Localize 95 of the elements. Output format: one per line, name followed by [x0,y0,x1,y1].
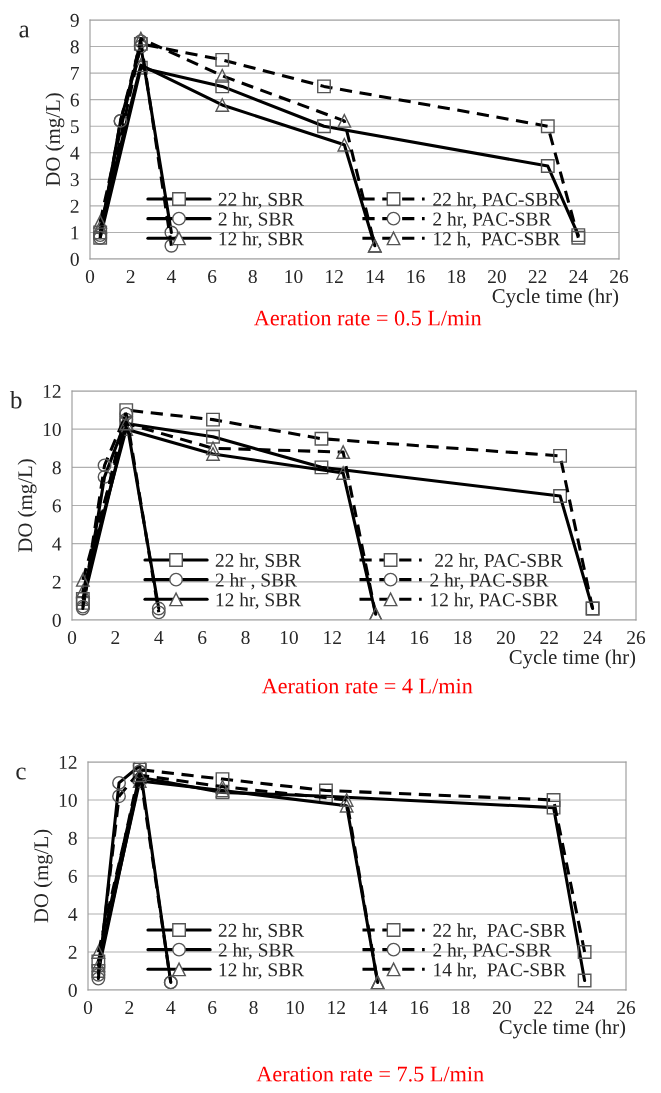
x-tick-label: 26 [617,1001,636,1015]
legend-label: 14 hr, PAC-SBR [434,962,567,980]
y-tick-label: 2 [52,575,61,589]
legend-label: 2 hr, PAC-SBR [433,211,552,229]
x-tick-label: 6 [208,1001,217,1015]
y-tick-label: 2 [70,199,79,213]
x-tick-label: 6 [198,631,207,645]
text: Aeration rate = 7.5 L/min [256,1066,484,1082]
x-tick-label: 14 [367,631,386,644]
x-tick-label: 24 [569,270,588,283]
x-tick-label: 10 [286,1000,304,1015]
x-tick-label: 18 [452,1000,470,1015]
x-tick-label: 10 [280,630,298,645]
y-tick-label: 7 [71,67,80,80]
legend-label: 22 hr, SBR [218,192,305,209]
x-axis-title: Cycle time (hr) [499,1019,626,1039]
x-tick-label: 16 [411,631,429,645]
x-tick-label: 16 [407,270,425,284]
legend-label: 12 hr, SBR [216,592,302,610]
legend-label: 2 hr, SBR [218,942,295,960]
y-tick-label: 8 [70,40,79,54]
legend-label: 22 hr, PAC-SBR [435,553,564,570]
x-tick-label: 18 [454,630,472,645]
x-tick-label: 12 [328,1001,345,1014]
y-tick-label: 12 [59,755,77,769]
y-axis-title: DO (mg/L) [45,93,65,187]
x-tick-label: 12 [326,270,343,283]
x-tick-label: 0 [83,1000,93,1015]
y-tick-label: 3 [70,173,79,187]
y-axis-title: DO (mg/L) [17,459,37,553]
legend-label: 22 hr, PAC-SBR [433,192,562,209]
legend-label: 2 hr, PAC-SBR [433,942,552,960]
y-tick-label: 12 [43,384,61,398]
y-tick-label: 0 [70,252,79,266]
y-tick-label: 10 [43,422,61,437]
x-tick-label: 14 [369,1001,388,1014]
x-tick-label: 16 [411,1001,429,1015]
x-tick-label: 26 [610,270,629,284]
legend-label: 2 hr, PAC-SBR [430,572,549,590]
legend-label: 2 hr , SBR [215,572,298,590]
x-tick-label: 0 [85,269,95,284]
x-tick-label: 14 [366,270,385,283]
y-tick-label: 4 [52,537,62,551]
x-tick-label: 20 [496,630,515,645]
y-tick-label: 6 [68,869,77,883]
legend-label: 22 hr, SBR [215,553,302,570]
x-tick-label: 22 [528,270,547,283]
y-tick-label: 6 [52,499,61,513]
legend-label: 12 hr, SBR [219,231,305,249]
chart-title: a [19,25,30,38]
y-tick-label: 10 [59,793,77,807]
y-tick-label: 0 [68,983,77,997]
y-axis-title: DO (mg/L) [33,829,53,923]
y-tick-label: 5 [70,120,79,134]
text: Aeration rate = 4 L/min [261,678,473,694]
x-tick-label: 12 [324,631,341,644]
legend-label: 22 hr, SBR [218,923,305,940]
text: Aeration rate = 0.5 L/min [253,310,482,326]
x-tick-label: 8 [249,1000,258,1015]
legend-label: 12 hr, PAC-SBR [431,592,559,610]
x-tick-label: 8 [241,630,250,645]
x-axis-title: Cycle time (hr) [509,649,636,669]
y-tick-label: 6 [70,93,79,107]
chart-title: b [9,391,22,409]
x-tick-label: 4 [166,1001,176,1014]
x-tick-label: 20 [488,269,506,284]
x-tick-label: 22 [534,1001,552,1014]
chart-title: c [16,767,26,780]
x-tick-label: 2 [125,1001,134,1014]
x-tick-label: 4 [154,631,164,644]
x-tick-label: 10 [285,269,303,284]
x-tick-label: 2 [126,270,135,283]
y-tick-label: 8 [52,461,61,475]
x-axis-title: Cycle time (hr) [492,288,619,308]
legend-label: 12 hr, SBR [219,962,305,980]
x-tick-label: 22 [540,631,558,644]
x-tick-label: 4 [166,270,176,283]
y-tick-label: 9 [70,13,79,27]
y-tick-label: 1 [71,226,79,240]
x-tick-label: 6 [208,270,217,284]
x-tick-label: 8 [248,269,257,284]
x-tick-label: 20 [492,1000,511,1015]
x-tick-label: 24 [575,1001,595,1014]
x-tick-label: 24 [583,631,603,644]
y-tick-label: 4 [70,146,80,160]
y-tick-label: 8 [68,831,77,845]
legend-label: 12 h, PAC-SBR [434,231,561,249]
legend-label: 22 hr, PAC-SBR [433,923,567,940]
y-tick-label: 4 [68,907,78,921]
x-tick-label: 26 [627,631,646,645]
y-tick-label: 2 [68,945,77,959]
x-tick-label: 18 [448,269,466,284]
legend-label: 2 hr, SBR [218,211,295,229]
y-tick-label: 0 [52,613,61,627]
x-tick-label: 2 [111,631,120,644]
